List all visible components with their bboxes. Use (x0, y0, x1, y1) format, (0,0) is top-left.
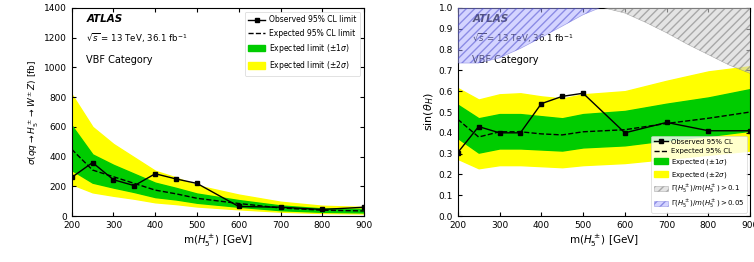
Y-axis label: $\sin(\theta_H)$: $\sin(\theta_H)$ (422, 93, 436, 131)
X-axis label: m($H_5^\pm$) [GeV]: m($H_5^\pm$) [GeV] (182, 233, 253, 249)
Text: ATLAS: ATLAS (86, 14, 122, 24)
Text: ATLAS: ATLAS (472, 14, 509, 24)
Text: $\sqrt{s}$ = 13 TeV, 36.1 fb$^{-1}$: $\sqrt{s}$ = 13 TeV, 36.1 fb$^{-1}$ (86, 32, 188, 45)
Legend: Observed 95% CL, Expected 95% CL, Expected ($\pm 1\sigma$), Expected ($\pm 2\sig: Observed 95% CL, Expected 95% CL, Expect… (651, 136, 746, 213)
Legend: Observed 95% CL limit, Expected 95% CL limit, Expected limit ($\pm 1\sigma$), Ex: Observed 95% CL limit, Expected 95% CL l… (244, 12, 360, 76)
Text: VBF Category: VBF Category (86, 55, 153, 65)
Text: $\sqrt{s}$ = 13 TeV, 36.1 fb$^{-1}$: $\sqrt{s}$ = 13 TeV, 36.1 fb$^{-1}$ (472, 32, 574, 45)
Y-axis label: $\sigma(qq\rightarrow H_5^\pm\rightarrow W^\pm Z)$ [fb]: $\sigma(qq\rightarrow H_5^\pm\rightarrow… (26, 59, 41, 165)
X-axis label: m($H_5^\pm$) [GeV]: m($H_5^\pm$) [GeV] (569, 233, 639, 249)
Text: VBF Category: VBF Category (472, 55, 539, 65)
